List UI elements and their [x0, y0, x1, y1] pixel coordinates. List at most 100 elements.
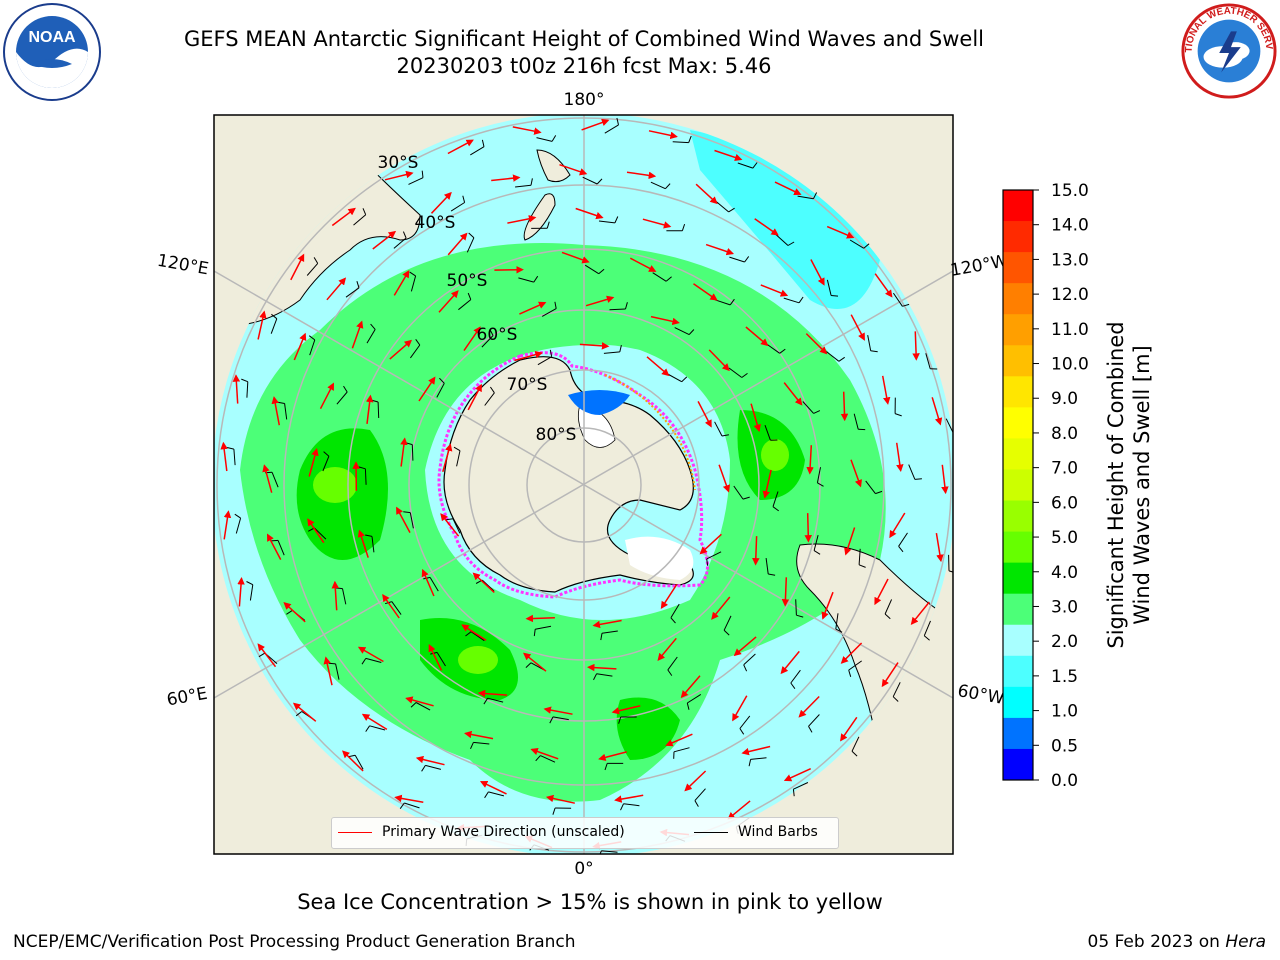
wave-direction-arrow: [237, 577, 245, 607]
wind-barb-shaft: [687, 693, 702, 704]
wave-region-4-5m-southeast: [616, 697, 680, 760]
wave-direction-arrow: [941, 464, 949, 495]
wind-barb-flag: [748, 759, 752, 767]
wind-barb-shaft: [772, 491, 779, 507]
wave-direction-arrow: [479, 781, 507, 795]
wave-direction-arrow: [430, 191, 452, 214]
wind-barb-flag: [421, 170, 424, 178]
wind-barb-flag: [600, 633, 603, 641]
wave-direction-arrow: [463, 326, 481, 352]
wind-barb-flag: [226, 447, 235, 450]
wave-direction-arrow: [514, 350, 543, 362]
wave-direction-arrow: [232, 374, 241, 404]
wave-direction-arrow: [579, 342, 610, 350]
wind-barb-flag: [894, 413, 902, 417]
wind-barb-shaft: [728, 367, 743, 378]
wind-barb-flag: [813, 410, 821, 414]
wind-barb-flag: [744, 256, 750, 263]
wind-barb-flag: [246, 581, 254, 586]
wind-barb-flag: [665, 276, 672, 282]
wind-barb-shaft: [233, 449, 236, 466]
wind-barb-flag: [772, 506, 779, 512]
wind-barb-shaft: [802, 401, 814, 414]
wind-barb-flag: [743, 664, 748, 672]
colorbar-tick-label: 1.5: [1051, 667, 1078, 687]
wave-direction-arrow: [267, 533, 282, 560]
wind-barb-flag: [489, 329, 494, 336]
footer-date: 05 Feb 2023 on Hera: [1088, 932, 1266, 952]
wind-barb-shaft: [410, 275, 417, 292]
wave-direction-arrow: [895, 442, 904, 472]
wind-barb-shaft: [306, 263, 319, 276]
wave-direction-arrow: [342, 750, 364, 772]
wind-barb-flag: [439, 377, 445, 384]
colorbar-swatch: [1003, 407, 1033, 439]
wind-barb-flag: [953, 432, 960, 433]
wind-barb-flag: [295, 711, 303, 717]
wave-direction-arrow: [762, 469, 772, 499]
wave-direction-arrow: [695, 183, 718, 205]
wind-barb-shaft: [487, 697, 504, 703]
wind-barb-flag: [241, 378, 248, 383]
wave-direction-arrow: [361, 713, 388, 731]
wind-barb-shaft: [470, 631, 485, 642]
wind-barb-shaft: [408, 177, 424, 185]
wind-barb-shaft: [892, 292, 903, 307]
wave-direction-arrow: [708, 349, 730, 372]
wave-direction-arrow: [400, 437, 408, 467]
wind-barb-flag: [721, 434, 729, 437]
wind-barb-shaft: [322, 456, 330, 472]
wind-barbs: [226, 117, 960, 854]
graticule: [214, 115, 953, 854]
wave-direction-arrow: [699, 533, 722, 555]
wave-direction-arrow: [889, 512, 906, 539]
wave-direction-arrow: [472, 572, 495, 593]
colorbar-tick-label: 9.0: [1051, 389, 1078, 409]
wave-direction-arrow: [806, 445, 814, 475]
wind-barb-flag: [362, 208, 367, 215]
wind-barb-shaft: [853, 413, 859, 430]
wind-barb-shaft: [452, 518, 461, 534]
colorbar-swatch: [1003, 190, 1033, 222]
colorbar-swatch: [1003, 221, 1033, 253]
wind-barb-shaft: [609, 308, 626, 311]
lon-label-120w: 120°W: [949, 251, 1010, 281]
wind-barb-flag: [858, 564, 866, 568]
colorbar-swatch: [1003, 500, 1033, 533]
wind-barb-shaft: [601, 850, 618, 853]
wave-direction-arrow: [680, 675, 701, 699]
wind-barb-flag: [365, 725, 371, 732]
colorbar-tick-label: 15.0: [1051, 181, 1089, 201]
wind-barb-flag: [399, 802, 405, 809]
wind-barb-shaft: [793, 782, 809, 790]
wind-barb-shaft: [604, 124, 619, 134]
wave-direction-arrow: [262, 464, 273, 493]
lat-label-80s: 80°S: [536, 425, 577, 445]
wave-direction-arrow: [292, 702, 317, 722]
wind-barb-flag: [752, 162, 758, 169]
wave-direction-arrow: [629, 257, 657, 272]
wind-barb-flag: [614, 216, 619, 224]
wind-barb-shaft: [898, 532, 908, 547]
wave-direction-arrow: [223, 510, 232, 540]
colorbar-swatch: [1003, 655, 1033, 688]
wave-direction-arrow: [467, 383, 482, 411]
wind-barb-shaft: [797, 195, 814, 200]
wave-direction-arrow: [559, 163, 588, 176]
wave-direction-arrow: [752, 536, 760, 566]
wave-direction-arrow: [798, 695, 820, 718]
colorbar-frame: [1002, 189, 1034, 781]
wave-direction-arrow: [357, 529, 369, 558]
colorbar-tick-label: 10.0: [1051, 355, 1089, 375]
wind-barb-flag: [596, 178, 603, 185]
legend-wind-label: Wind Barbs: [738, 824, 818, 840]
wind-barb-flag: [681, 376, 688, 383]
colorbar-label-line1: Significant Height of Combined: [1104, 321, 1128, 649]
wind-barb-shaft: [411, 444, 414, 461]
wind-barb-flag: [723, 629, 730, 636]
wind-barb-shaft: [714, 421, 723, 437]
wave-direction-arrow: [331, 580, 340, 611]
wind-barb-shaft: [835, 613, 839, 630]
colorbar-tick-label: 4.0: [1051, 563, 1078, 583]
wave-direction-arrow: [840, 391, 849, 422]
